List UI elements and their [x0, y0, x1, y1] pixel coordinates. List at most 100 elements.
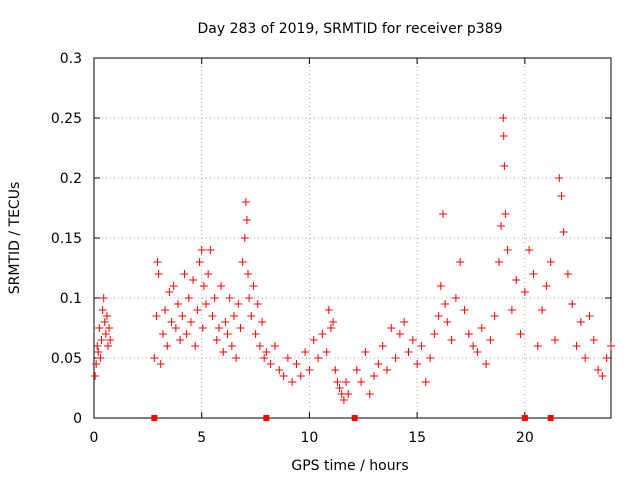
data-point	[161, 306, 170, 314]
data-point	[494, 258, 503, 266]
data-point	[490, 312, 499, 320]
data-point	[400, 318, 409, 326]
data-point	[374, 360, 383, 368]
data-point	[275, 366, 284, 374]
data-point	[314, 354, 323, 362]
data-point	[525, 246, 534, 254]
data-point	[186, 318, 195, 326]
data-point	[460, 306, 469, 314]
data-point	[262, 348, 271, 356]
axis-tick-labels: 0 0.05 0.1 0.15 0.2 0.25 0.3 0 5 10 15 20	[51, 51, 534, 446]
data-point	[322, 348, 331, 356]
data-point	[408, 336, 417, 344]
x-axis-label: GPS time / hours	[291, 458, 408, 474]
data-point	[464, 330, 473, 338]
data-point	[165, 288, 174, 296]
zero-marker	[351, 415, 358, 421]
data-point	[441, 300, 450, 308]
data-point	[417, 342, 426, 350]
data-point	[585, 312, 594, 320]
data-point	[352, 366, 361, 374]
y-tick-label: 0.05	[51, 351, 82, 367]
data-point	[387, 324, 396, 332]
data-point	[499, 114, 508, 122]
data-point	[105, 324, 114, 332]
data-point	[443, 318, 452, 326]
data-point	[247, 312, 256, 320]
plot-frame	[93, 57, 612, 419]
data-point	[382, 366, 391, 374]
data-point	[158, 330, 167, 338]
data-point	[101, 330, 110, 338]
data-point	[516, 330, 525, 338]
data-point	[365, 390, 374, 398]
data-point	[576, 318, 585, 326]
data-point	[581, 354, 590, 362]
zero-marker	[263, 415, 270, 421]
data-point	[189, 276, 198, 284]
data-point	[283, 354, 292, 362]
data-point	[208, 312, 217, 320]
data-point	[434, 312, 443, 320]
data-point	[184, 294, 193, 302]
data-point	[542, 282, 551, 290]
data-point	[234, 300, 243, 308]
data-point	[167, 318, 176, 326]
data-point	[503, 246, 512, 254]
data-point	[104, 342, 113, 350]
data-point	[106, 336, 115, 344]
data-point	[486, 336, 495, 344]
data-point	[333, 378, 342, 386]
data-point	[279, 372, 288, 380]
data-point	[430, 330, 439, 338]
data-point	[342, 378, 351, 386]
data-point	[93, 342, 102, 350]
data-point	[91, 372, 100, 380]
data-point	[245, 294, 254, 302]
data-point	[236, 324, 245, 332]
data-point	[217, 282, 226, 290]
zero-marker	[521, 415, 528, 421]
x-tick-label: 20	[516, 430, 534, 446]
data-point	[557, 192, 566, 200]
data-point	[212, 336, 221, 344]
x-tick-label: 0	[90, 430, 99, 446]
data-point	[602, 354, 611, 362]
data-point	[270, 342, 279, 350]
data-point	[199, 282, 208, 290]
y-tick-label: 0.15	[51, 231, 82, 247]
x-tick-label: 15	[408, 430, 426, 446]
data-point	[309, 336, 318, 344]
data-point	[594, 366, 603, 374]
data-point	[331, 366, 340, 374]
zero-marker	[151, 415, 158, 421]
data-point	[344, 390, 353, 398]
data-point	[395, 330, 404, 338]
y-tick-label: 0.1	[60, 291, 82, 307]
x-tick-label: 10	[301, 430, 319, 446]
data-point	[95, 324, 104, 332]
data-point	[370, 372, 379, 380]
data-point	[241, 198, 250, 206]
data-point	[174, 300, 183, 308]
data-point	[607, 342, 615, 350]
data-point	[97, 336, 106, 344]
data-point	[404, 348, 413, 356]
data-point	[198, 324, 207, 332]
data-point	[204, 270, 213, 278]
data-point	[550, 336, 559, 344]
data-point	[219, 348, 228, 356]
data-point	[296, 372, 305, 380]
data-point	[255, 342, 264, 350]
data-point	[482, 360, 491, 368]
data-point	[361, 348, 370, 356]
data-point	[538, 306, 547, 314]
data-point	[150, 354, 159, 362]
data-point	[357, 378, 366, 386]
data-point	[182, 330, 191, 338]
data-point	[100, 318, 109, 326]
data-point	[178, 312, 187, 320]
data-point	[421, 378, 430, 386]
chart-title: Day 283 of 2019, SRMTID for receiver p38…	[197, 21, 502, 37]
